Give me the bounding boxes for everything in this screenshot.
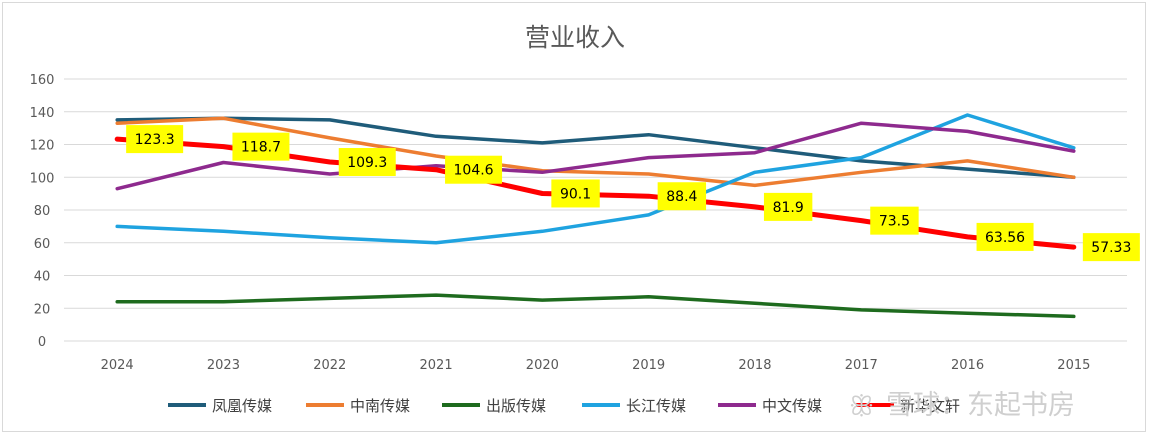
data-label-box [445,155,503,184]
watermark-text: 雪球：东起书房 [886,390,1075,421]
legend: 凤凰传媒 中南传媒 出版传媒 长江传媒 中文传媒 新华文轩 [168,397,960,415]
data-label-box [870,206,919,235]
y-tick-label: 80 [34,204,51,219]
series-line [115,116,1076,188]
data-label-box [126,125,184,154]
data-label: 104.6 [445,155,503,184]
legend-item: 新华文轩 [856,397,960,415]
y-tick-label: 140 [30,106,55,121]
y-tick-label: 120 [30,139,55,154]
data-label: 123.3 [126,125,184,154]
data-label-text: 57.33 [1091,240,1131,256]
legend-label: 新华文轩 [900,397,960,415]
watermark-icon: ꕥ [849,391,874,422]
data-label-box [338,148,396,177]
chart-title: 营业收入 [525,23,625,52]
y-tick-label: 20 [34,302,51,317]
data-label-box [763,192,813,221]
legend-item: 长江传媒 [582,397,686,415]
data-label-box [657,182,707,211]
data-label-text: 118.7 [241,140,281,156]
data-label-text: 81.9 [773,200,804,216]
data-label-text: 63.56 [985,230,1025,246]
data-label-text: 73.5 [879,214,910,230]
y-tick-label: 40 [34,270,51,285]
watermark: ꕥ 雪球：东起书房 [849,390,1075,422]
legend-label: 长江传媒 [626,397,686,415]
y-tick-label: 100 [30,171,55,186]
y-tick-label: 60 [34,237,51,252]
data-label-box [232,132,290,161]
data-labels: 123.3 118.7 109.3 104.6 90.1 88.4 81.9 73.5 63.5… [126,125,1140,262]
series-line [115,113,1076,245]
y-tick-label: 160 [30,73,55,88]
data-label-box [551,179,600,208]
data-label: 73.5 [870,206,919,235]
x-tick-label: 2019 [632,358,665,373]
data-label: 57.33 [1082,233,1140,262]
x-tick-label: 2022 [313,358,346,373]
data-label-box [1082,233,1140,262]
data-label-text: 88.4 [666,189,697,205]
x-tick-label: 2024 [101,358,134,373]
legend-item: 凤凰传媒 [168,397,272,415]
x-tick-label: 2023 [207,358,240,373]
legend-item: 出版传媒 [442,397,546,415]
data-label-box [976,222,1034,251]
data-label: 109.3 [338,148,396,177]
data-label: 90.1 [551,179,600,208]
data-label-text: 109.3 [347,155,387,171]
data-label: 118.7 [232,132,290,161]
legend-label: 中南传媒 [350,397,410,415]
legend-label: 出版传媒 [486,397,546,415]
data-label-text: 90.1 [560,186,591,202]
legend-item: 中南传媒 [306,397,410,415]
x-tick-label: 2016 [951,358,984,373]
legend-label: 凤凰传媒 [212,397,272,415]
data-label: 81.9 [763,192,813,221]
data-label-text: 123.3 [135,132,175,148]
x-tick-label: 2017 [845,358,878,373]
series-line [115,293,1076,319]
x-tick-label: 2015 [1057,358,1090,373]
series-line [115,121,1076,191]
x-tick-label: 2018 [738,358,771,373]
legend-label: 中文传媒 [762,397,822,415]
x-tick-label: 2021 [420,358,453,373]
data-label: 88.4 [657,182,707,211]
data-label: 63.56 [976,222,1034,251]
y-tick-label: 0 [38,335,46,350]
data-label-text: 104.6 [454,163,494,179]
gridlines [64,78,1127,342]
legend-item: 中文传媒 [718,397,822,415]
y-axis-labels: 0 20 40 60 80 100 120 140 160 [30,73,55,350]
x-tick-label: 2020 [526,358,559,373]
x-axis-labels: 2024 2023 2022 2021 2020 2019 2018 2017 2016 2015 [101,358,1091,373]
